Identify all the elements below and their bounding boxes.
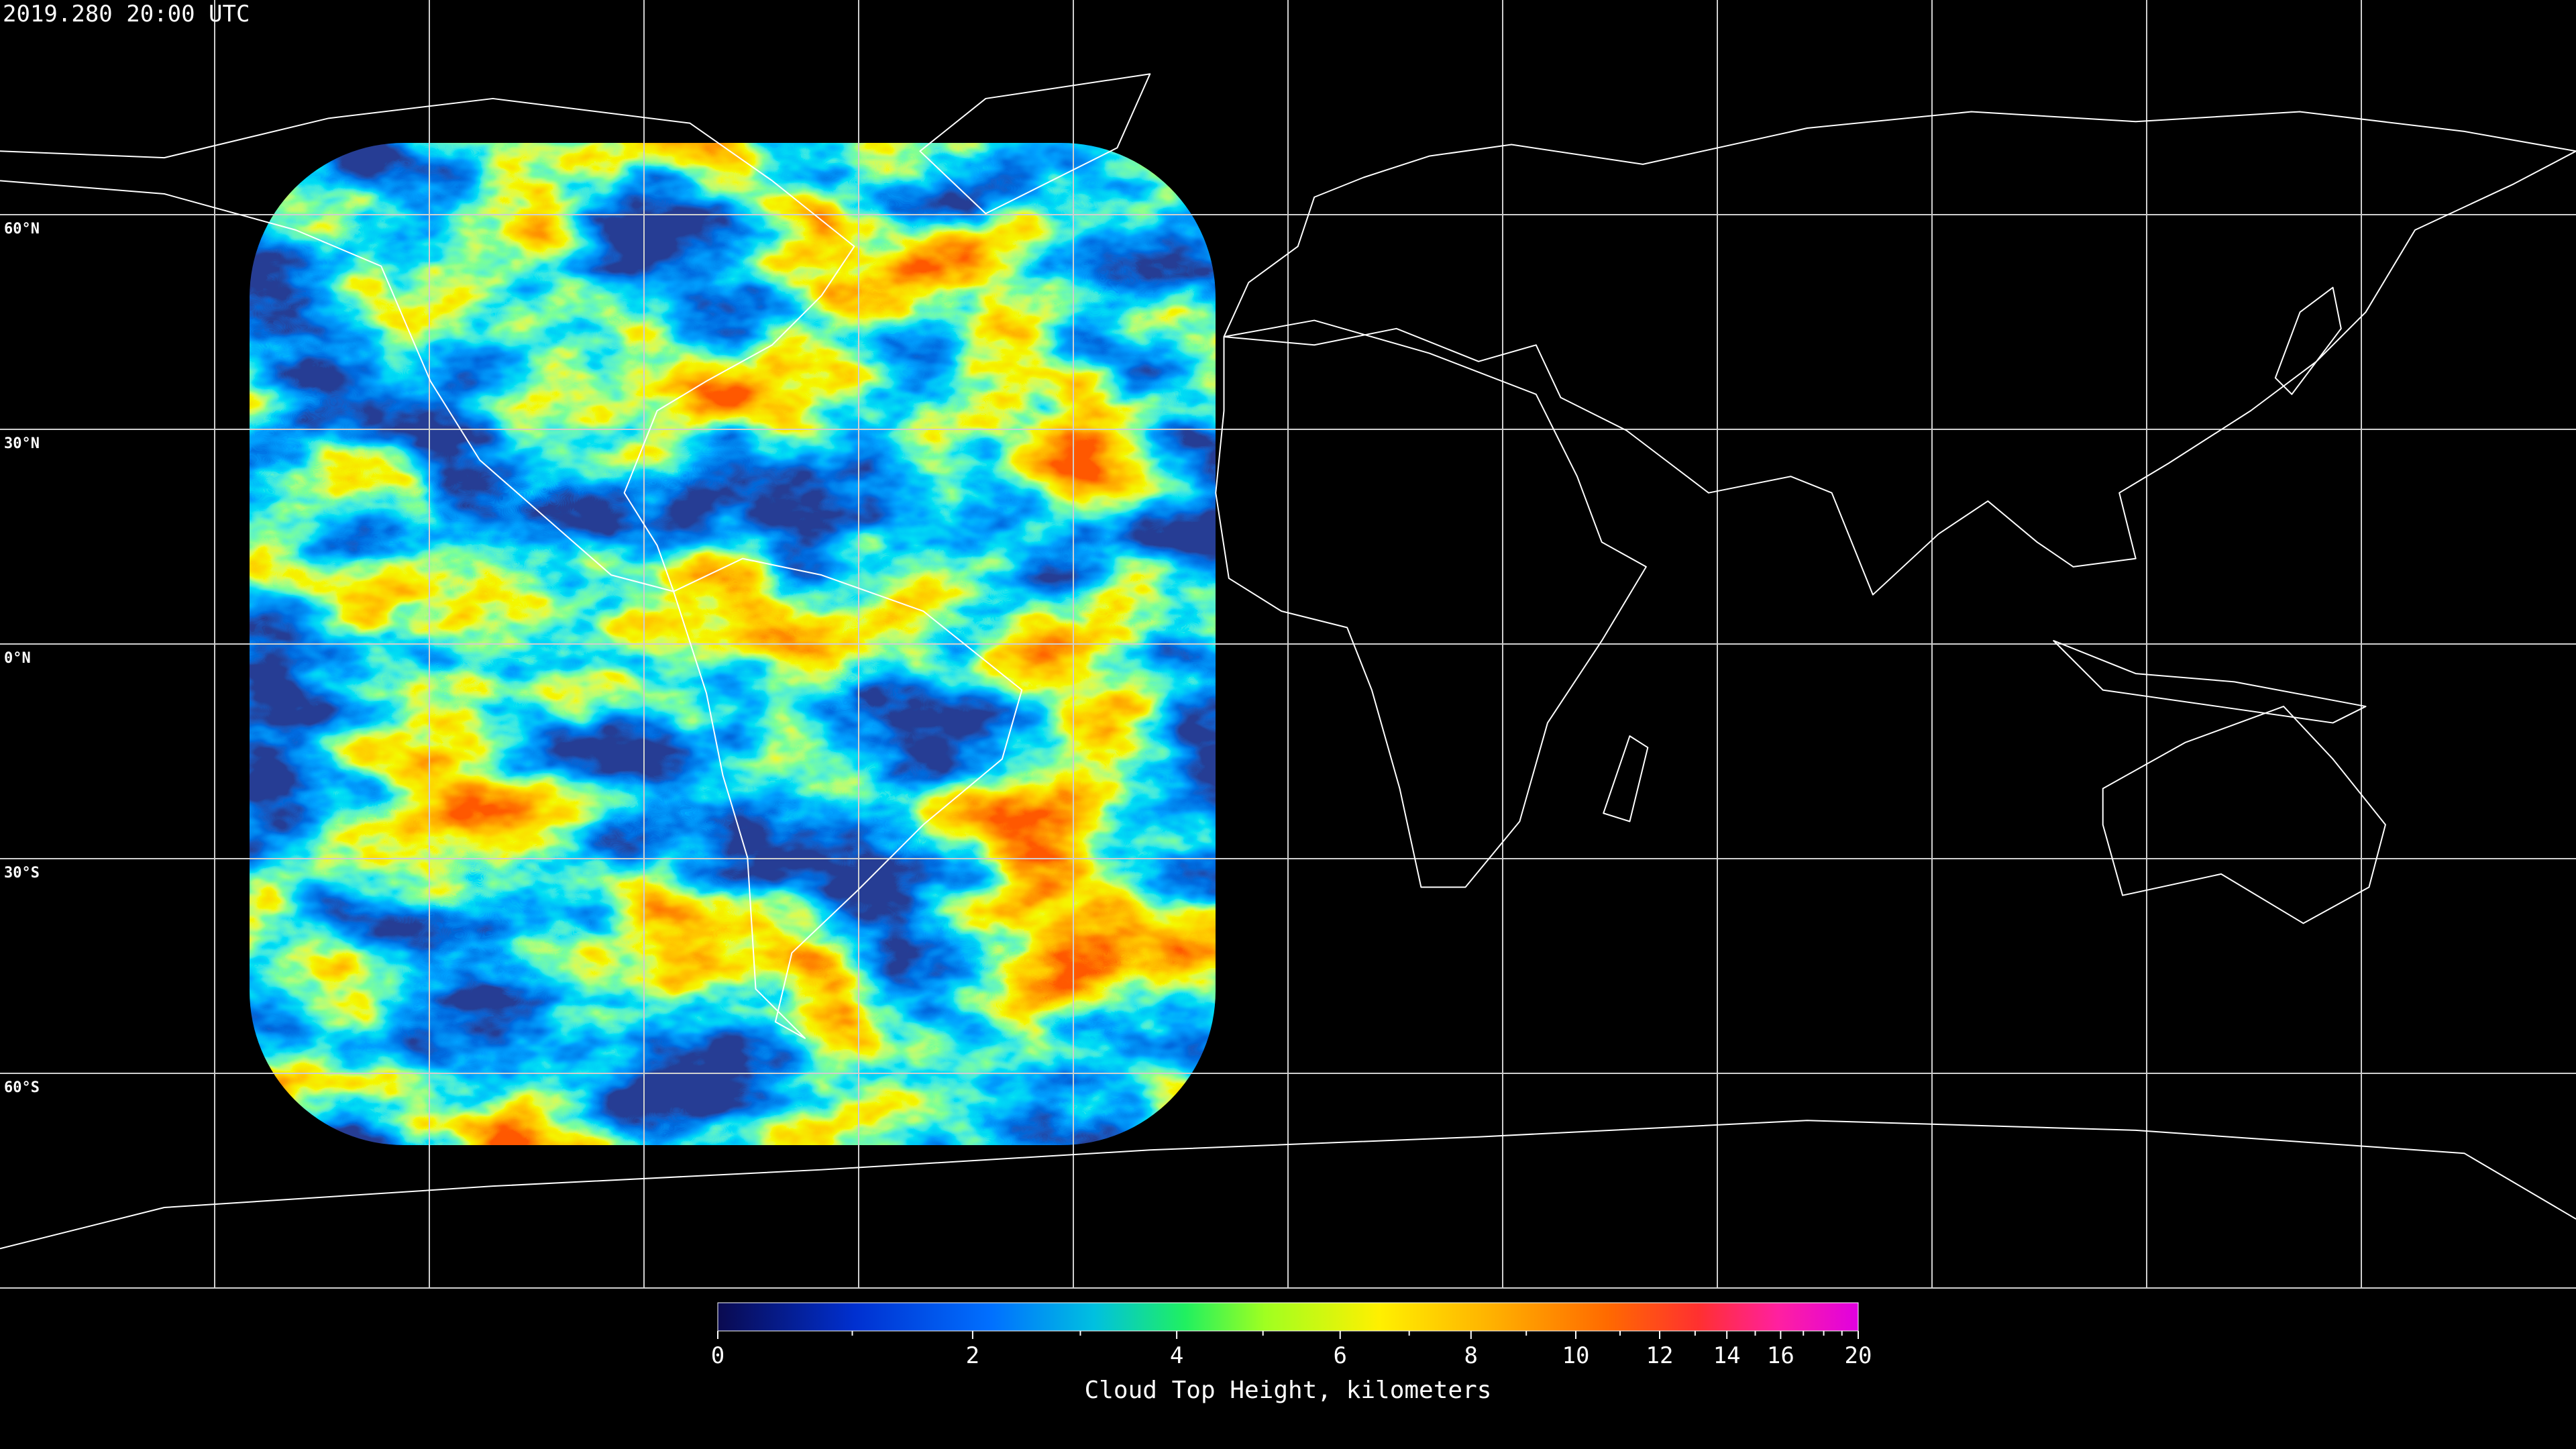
latitude-label: 30°N	[4, 435, 40, 452]
colorbar-tick-label: 12	[1646, 1342, 1674, 1369]
africa	[1216, 321, 1646, 888]
madagascar	[1603, 736, 1648, 821]
colorbar-tick-label: 6	[1333, 1342, 1346, 1369]
south-america	[674, 559, 1022, 1038]
colorbar-tick-label: 4	[1170, 1342, 1183, 1369]
colorbar-tick-label: 16	[1767, 1342, 1794, 1369]
latitude-label: 0°N	[4, 650, 31, 667]
north-america	[0, 99, 854, 592]
latitude-label: 30°S	[4, 865, 40, 881]
greenland	[920, 74, 1150, 213]
colorbar-tick-label: 8	[1464, 1342, 1478, 1369]
colorbar-tick-label: 14	[1713, 1342, 1741, 1369]
colorbar-tick-label: 0	[711, 1342, 724, 1369]
antarctica	[0, 1120, 2576, 1248]
latitude-label: 60°S	[4, 1079, 40, 1096]
colorbar-tick-label: 20	[1845, 1342, 1872, 1369]
colorbar-tick-label: 10	[1562, 1342, 1589, 1369]
coastlines	[0, 74, 2576, 1248]
japan	[2275, 288, 2341, 394]
graticule: 60°N 30°N 0°N 30°S 60°S	[0, 0, 2576, 1288]
colorbar-tick-label: 2	[966, 1342, 979, 1369]
latitude-label: 60°N	[4, 221, 40, 237]
australia	[2103, 706, 2385, 923]
colorbar-gradient	[717, 1302, 1859, 1332]
colorbar-label: Cloud Top Height, kilometers	[1085, 1377, 1492, 1404]
colorbar: 0 2 4 6 8 10 12 14 16 20	[711, 1302, 1872, 1369]
timestamp: 2019.280 20:00 UTC	[3, 1, 250, 28]
indonesia	[2053, 641, 2365, 722]
eurasia	[1224, 112, 2576, 595]
